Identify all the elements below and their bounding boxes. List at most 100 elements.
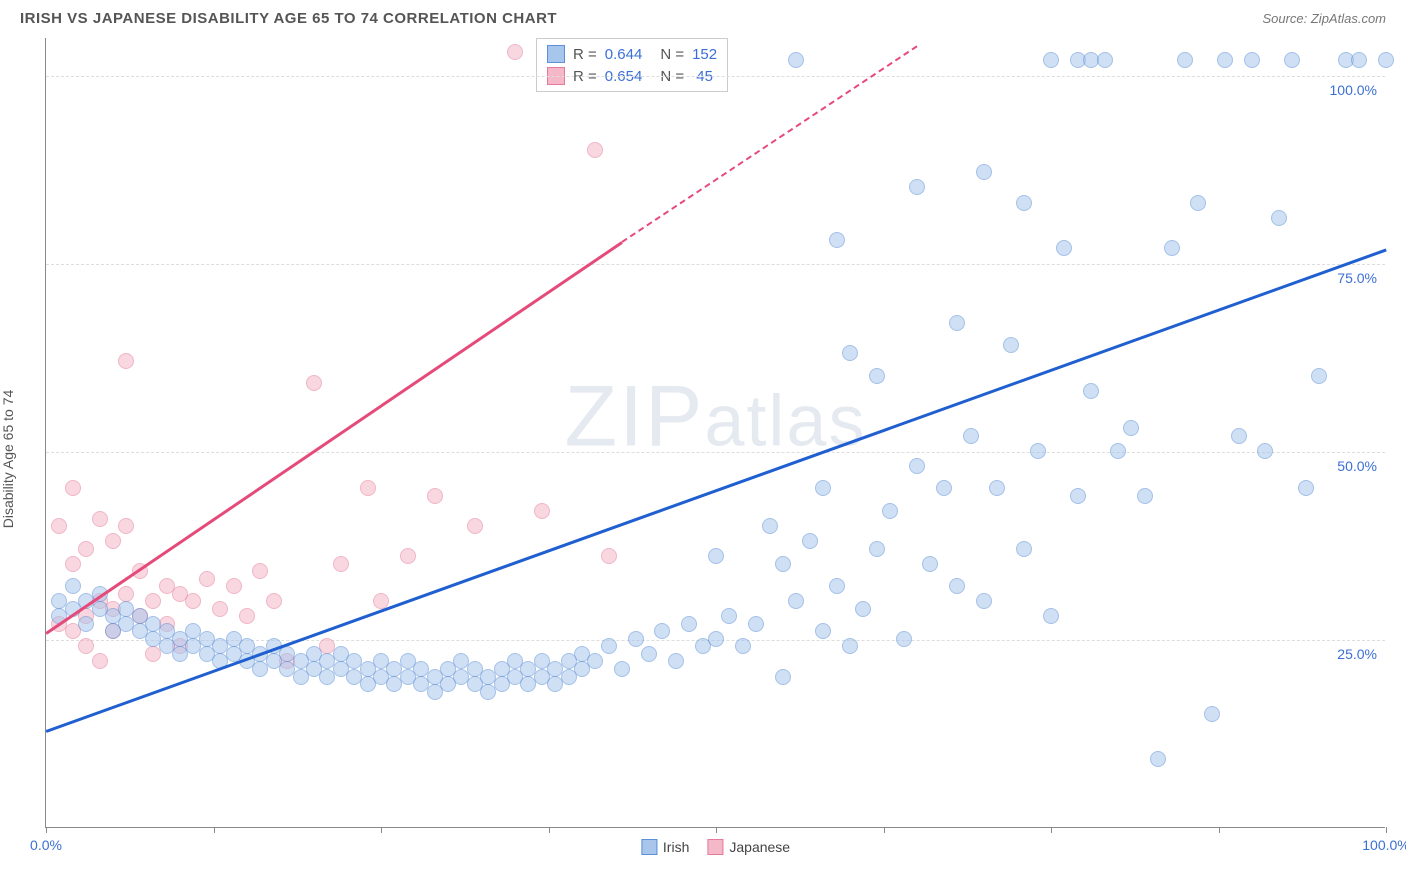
x-tick — [214, 827, 215, 833]
data-point — [1056, 240, 1072, 256]
data-point — [587, 142, 603, 158]
legend-item: Japanese — [707, 839, 790, 855]
data-point — [614, 661, 630, 677]
data-point — [534, 503, 550, 519]
data-point — [654, 623, 670, 639]
data-point — [681, 616, 697, 632]
r-value: 0.644 — [605, 46, 643, 63]
data-point — [1137, 488, 1153, 504]
data-point — [788, 593, 804, 609]
data-point — [762, 518, 778, 534]
data-point — [199, 571, 215, 587]
data-point — [51, 518, 67, 534]
x-tick — [46, 827, 47, 833]
legend-swatch — [547, 45, 565, 63]
data-point — [306, 375, 322, 391]
data-point — [1123, 420, 1139, 436]
data-point — [976, 593, 992, 609]
x-tick — [1219, 827, 1220, 833]
data-point — [855, 601, 871, 617]
data-point — [1311, 368, 1327, 384]
data-point — [815, 480, 831, 496]
data-point — [467, 518, 483, 534]
data-point — [1271, 210, 1287, 226]
data-point — [78, 541, 94, 557]
x-tick-label: 0.0% — [30, 837, 62, 853]
trend-line — [45, 241, 623, 634]
data-point — [92, 653, 108, 669]
header: IRISH VS JAPANESE DISABILITY AGE 65 TO 7… — [0, 0, 1406, 33]
data-point — [815, 623, 831, 639]
chart-container: Disability Age 65 to 74 ZIPatlas R =0.64… — [0, 33, 1406, 885]
data-point — [668, 653, 684, 669]
data-point — [65, 556, 81, 572]
data-point — [842, 638, 858, 654]
data-point — [78, 616, 94, 632]
data-point — [1164, 240, 1180, 256]
data-point — [266, 593, 282, 609]
data-point — [949, 578, 965, 594]
data-point — [427, 488, 443, 504]
gridline — [46, 264, 1385, 265]
legend-item: Irish — [641, 839, 689, 855]
y-axis-label: Disability Age 65 to 74 — [0, 390, 16, 529]
data-point — [1351, 52, 1367, 68]
x-tick — [381, 827, 382, 833]
trend-line — [46, 249, 1387, 733]
data-point — [775, 669, 791, 685]
data-point — [118, 353, 134, 369]
x-tick — [884, 827, 885, 833]
data-point — [92, 511, 108, 527]
data-point — [1257, 443, 1273, 459]
data-point — [212, 601, 228, 617]
data-point — [507, 44, 523, 60]
data-point — [936, 480, 952, 496]
data-point — [1244, 52, 1260, 68]
data-point — [587, 653, 603, 669]
data-point — [1298, 480, 1314, 496]
data-point — [1204, 706, 1220, 722]
n-value: 152 — [692, 46, 717, 63]
x-tick-label: 100.0% — [1362, 837, 1406, 853]
data-point — [976, 164, 992, 180]
n-label: N = — [660, 46, 684, 63]
data-point — [802, 533, 818, 549]
data-point — [333, 556, 349, 572]
data-point — [922, 556, 938, 572]
y-tick-label: 50.0% — [1337, 458, 1377, 474]
x-tick — [716, 827, 717, 833]
data-point — [1016, 195, 1032, 211]
data-point — [628, 631, 644, 647]
gridline — [46, 76, 1385, 77]
data-point — [721, 608, 737, 624]
data-point — [601, 638, 617, 654]
legend-swatch — [641, 839, 657, 855]
source-label: Source: ZipAtlas.com — [1262, 11, 1386, 26]
data-point — [882, 503, 898, 519]
data-point — [1070, 488, 1086, 504]
r-label: R = — [573, 46, 597, 63]
legend-label: Japanese — [729, 839, 790, 855]
data-point — [1083, 383, 1099, 399]
data-point — [788, 52, 804, 68]
data-point — [1378, 52, 1394, 68]
data-point — [775, 556, 791, 572]
data-point — [65, 480, 81, 496]
gridline — [46, 452, 1385, 453]
data-point — [708, 631, 724, 647]
data-point — [1284, 52, 1300, 68]
x-tick — [549, 827, 550, 833]
legend-label: Irish — [663, 839, 689, 855]
data-point — [829, 232, 845, 248]
y-tick-label: 75.0% — [1337, 270, 1377, 286]
data-point — [1030, 443, 1046, 459]
legend-swatch — [707, 839, 723, 855]
data-point — [869, 368, 885, 384]
data-point — [949, 315, 965, 331]
data-point — [601, 548, 617, 564]
data-point — [1190, 195, 1206, 211]
data-point — [708, 548, 724, 564]
data-point — [145, 593, 161, 609]
data-point — [118, 586, 134, 602]
data-point — [909, 458, 925, 474]
